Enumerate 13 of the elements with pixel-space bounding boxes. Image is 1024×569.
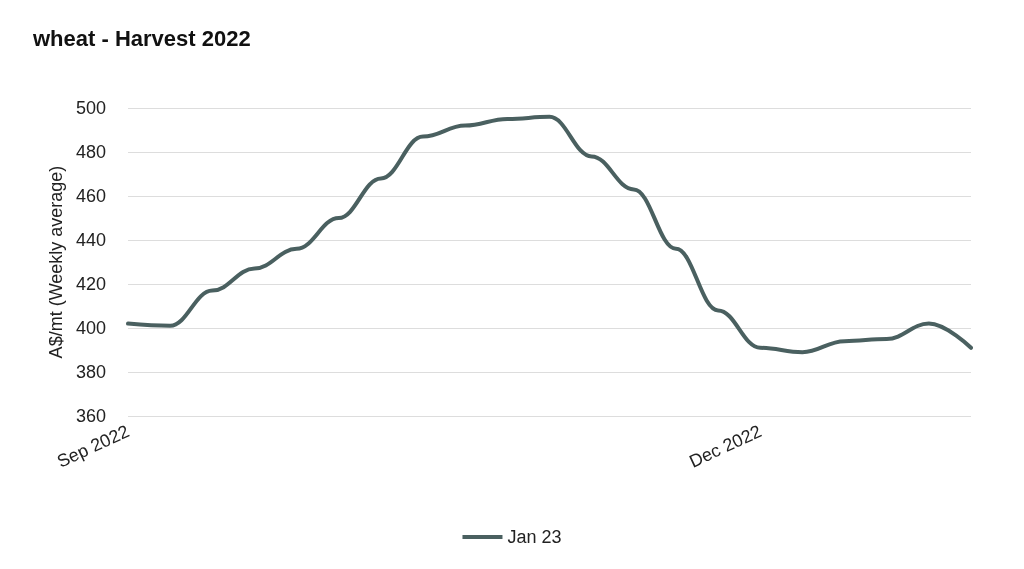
y-tick-label: 380	[75, 362, 106, 382]
y-tick-label: 480	[75, 142, 106, 162]
line-series	[126, 114, 973, 355]
y-tick-label: 400	[75, 318, 106, 338]
y-tick-label: 460	[75, 186, 106, 206]
y-tick-label: 420	[75, 274, 106, 294]
x-tick-label: Dec 2022	[686, 420, 765, 472]
y-tick-label: 360	[75, 406, 106, 426]
legend-label: Jan 23	[507, 527, 562, 547]
y-tick-label: 500	[75, 98, 106, 118]
y-tick-label: 440	[75, 230, 106, 250]
y-axis-title: A$/mt (Weekly average)	[46, 165, 67, 359]
chart-title: wheat - Harvest 2022	[32, 25, 251, 51]
